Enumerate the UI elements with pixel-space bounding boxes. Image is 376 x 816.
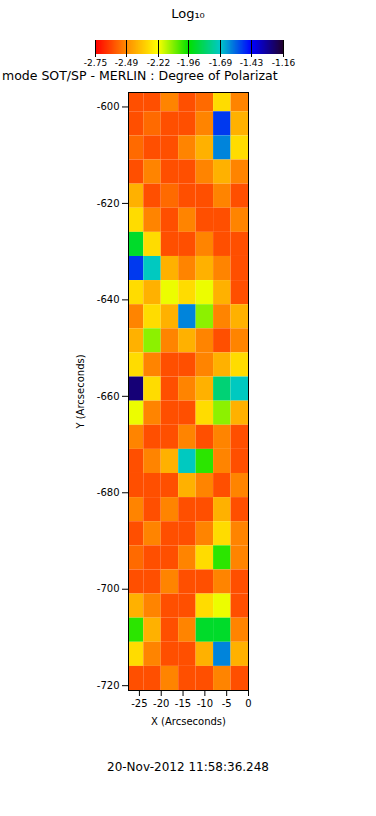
html-text:mode SOT/SP - MERLIN : Degree: mode SOT/SP - MERLIN : Degree of Polariz… <box>2 68 278 83</box>
svg-text:-640: -640 <box>97 294 120 305</box>
svg-text:-1.69: -1.69 <box>209 58 233 68</box>
html-text:Log₁₀: Log₁₀ <box>171 6 205 21</box>
svg-text:-2.75: -2.75 <box>84 58 107 68</box>
svg-text:-2.49: -2.49 <box>115 58 139 68</box>
svg-text:-15: -15 <box>175 698 191 709</box>
svg-text:X (Arcseconds): X (Arcseconds) <box>151 716 226 727</box>
svg-text:-20: -20 <box>153 698 169 709</box>
svg-text:-620: -620 <box>97 198 120 209</box>
svg-text:-680: -680 <box>97 487 120 498</box>
svg-text:-5: -5 <box>222 698 232 709</box>
html-text:20-Nov-2012 11:58:36.248: 20-Nov-2012 11:58:36.248 <box>107 760 269 774</box>
svg-text:0: 0 <box>245 698 251 709</box>
svg-text:-10: -10 <box>197 698 213 709</box>
svg-text:-700: -700 <box>97 583 120 594</box>
svg-text:-1.16: -1.16 <box>272 58 296 68</box>
svg-text:-720: -720 <box>97 680 120 691</box>
svg-text:-600: -600 <box>97 101 120 112</box>
svg-text:Y (Arcseconds): Y (Arcseconds) <box>75 354 86 429</box>
svg-text:-2.22: -2.22 <box>147 58 170 68</box>
svg-text:-1.96: -1.96 <box>177 58 201 68</box>
svg-text:-1.43: -1.43 <box>240 58 263 68</box>
svg-text:-660: -660 <box>97 391 120 402</box>
svg-text:-25: -25 <box>131 698 147 709</box>
